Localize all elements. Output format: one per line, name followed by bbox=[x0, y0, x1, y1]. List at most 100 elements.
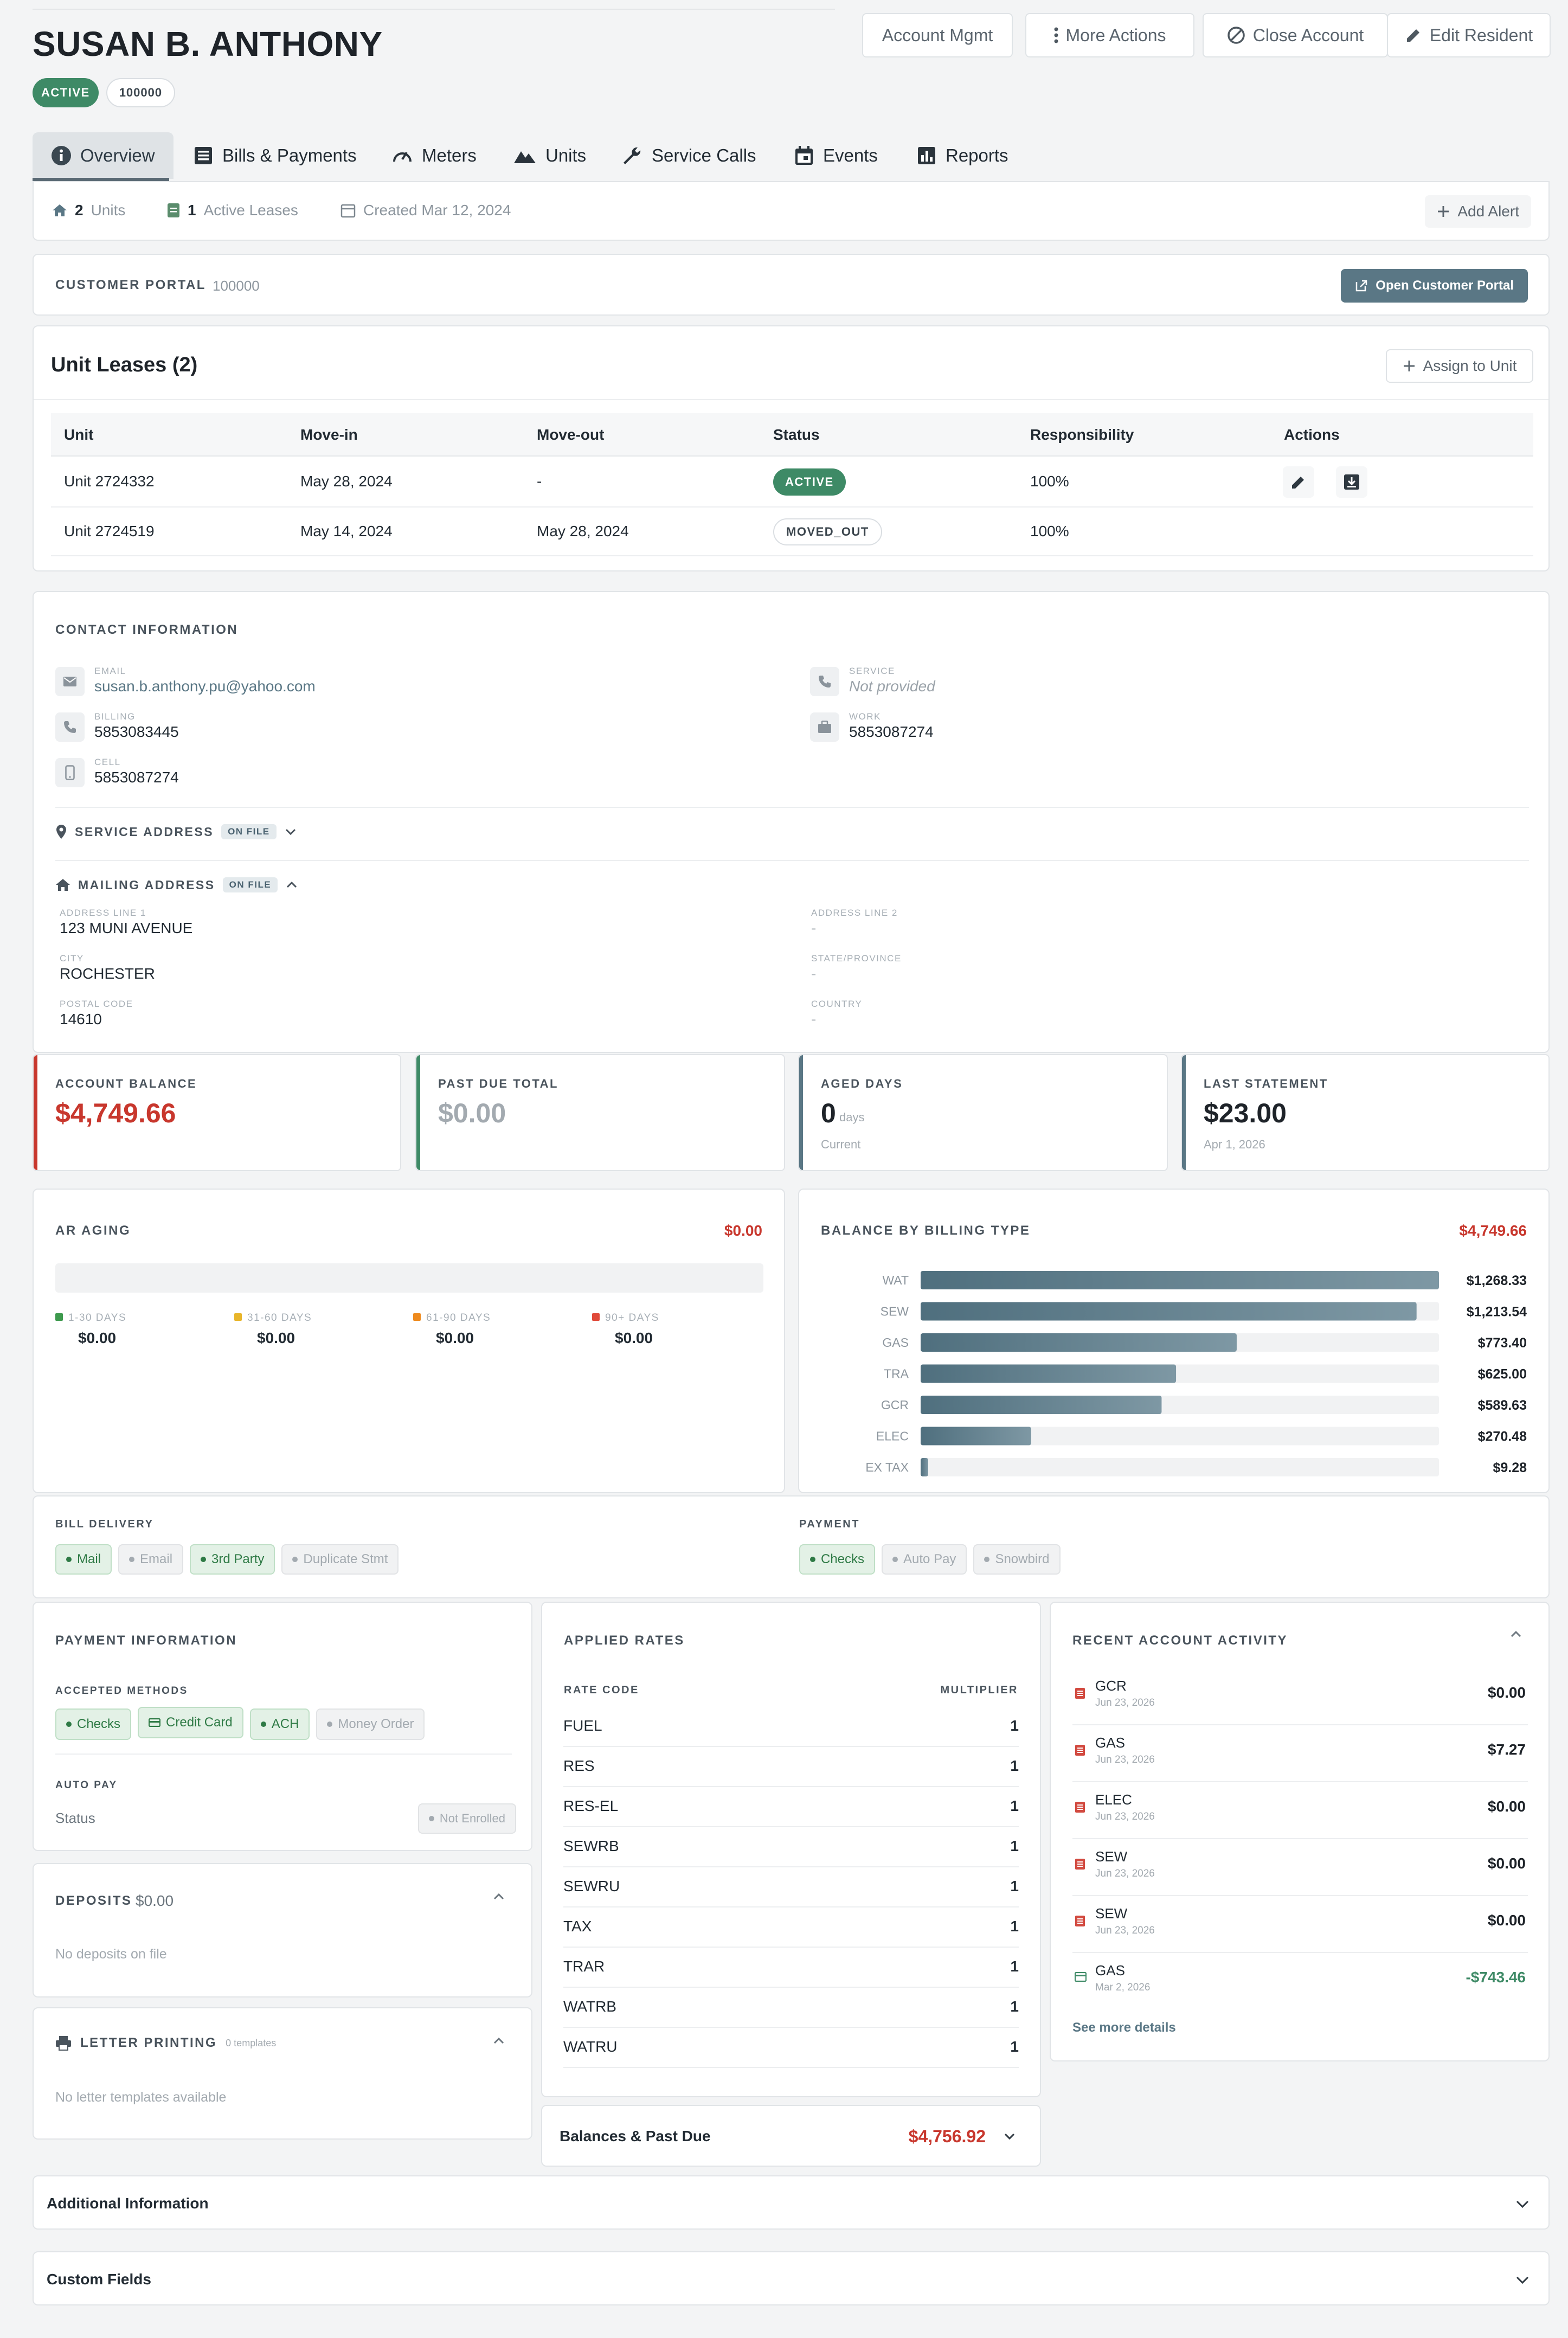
col-move-in: Move-in bbox=[300, 426, 358, 443]
letter-printing-header: LETTER PRINTING 0 templates bbox=[55, 2035, 276, 2051]
method-credit-card: Credit Card bbox=[138, 1707, 243, 1738]
activity-date: Mar 2, 2026 bbox=[1095, 1982, 1151, 1993]
letters-collapse-button[interactable] bbox=[492, 2037, 505, 2045]
open-customer-portal-button[interactable]: Open Customer Portal bbox=[1341, 269, 1528, 303]
applied-rates-card: APPLIED RATES RATE CODE MULTIPLIER bbox=[541, 1602, 1041, 2097]
chip-duplicate-stmt[interactable]: Duplicate Stmt bbox=[281, 1544, 399, 1575]
address-line1-label: ADDRESS LINE 1 bbox=[60, 908, 146, 918]
customer-portal-card: CUSTOMER PORTAL 100000 Open Customer Por… bbox=[33, 254, 1550, 316]
chip-mail[interactable]: Mail bbox=[55, 1544, 112, 1575]
service-address-label: SERVICE ADDRESS bbox=[75, 824, 214, 839]
resident-name: SUSAN B. ANTHONY bbox=[33, 24, 383, 63]
tab-bills-payments[interactable]: Bills & Payments bbox=[193, 132, 357, 179]
bar-tra bbox=[921, 1364, 1177, 1383]
auto-pay-status-value: Not Enrolled bbox=[439, 1812, 505, 1825]
edit-lease-button[interactable] bbox=[1283, 466, 1314, 498]
custom-fields-toggle[interactable]: Custom Fields bbox=[33, 2251, 1550, 2305]
leases-label: Active Leases bbox=[203, 202, 298, 219]
chip-label: Money Order bbox=[338, 1717, 414, 1731]
external-link-icon bbox=[1355, 279, 1368, 292]
recent-activity-card: RECENT ACCOUNT ACTIVITY See more details bbox=[1050, 1602, 1550, 2061]
payment-pref-label: PAYMENT bbox=[799, 1518, 860, 1530]
units-summary: 2 Units bbox=[52, 202, 125, 219]
letters-empty-message: No letter templates available bbox=[55, 2090, 227, 2105]
chip-auto-pay[interactable]: Auto Pay bbox=[882, 1544, 967, 1575]
list-item[interactable]: SEW Jun 23, 2026 $0.00 bbox=[1072, 1839, 1528, 1896]
bill-icon bbox=[1075, 1744, 1085, 1756]
chip-checks[interactable]: Checks bbox=[799, 1544, 876, 1575]
list-item[interactable]: GAS Mar 2, 2026 -$743.46 bbox=[1072, 1952, 1528, 2009]
rate-code: RES-EL bbox=[563, 1797, 619, 1814]
col-responsibility: Responsibility bbox=[1030, 426, 1134, 443]
list-item[interactable]: GCR Jun 23, 2026 $0.00 bbox=[1072, 1668, 1528, 1725]
move-out-lease-button[interactable] bbox=[1336, 466, 1367, 498]
table-row: SEWRB 1 bbox=[563, 1826, 1019, 1867]
tab-service-calls[interactable]: Service Calls bbox=[620, 132, 756, 179]
additional-info-toggle[interactable]: Additional Information bbox=[33, 2175, 1550, 2230]
deposits-collapse-button[interactable] bbox=[492, 1892, 505, 1901]
address-line2-value: - bbox=[811, 920, 817, 936]
bar-track bbox=[921, 1458, 1439, 1476]
leases-divider bbox=[34, 399, 1548, 400]
service-address-badge: ON FILE bbox=[221, 824, 277, 839]
rate-code: WATRB bbox=[563, 1998, 616, 2015]
chevron-down-icon bbox=[1003, 2132, 1016, 2141]
email-value[interactable]: susan.b.anthony.pu@yahoo.com bbox=[94, 678, 316, 695]
tab-meters[interactable]: Meters bbox=[391, 132, 477, 179]
rate-code-header: RATE CODE bbox=[564, 1684, 639, 1696]
tab-overview[interactable]: Overview bbox=[33, 132, 173, 179]
auto-pay-label: AUTO PAY bbox=[55, 1780, 118, 1791]
edit-resident-button[interactable]: Edit Resident bbox=[1387, 13, 1551, 57]
more-actions-label: More Actions bbox=[1065, 25, 1166, 45]
tab-units[interactable]: Units bbox=[513, 132, 586, 179]
leases-summary: 1 Active Leases bbox=[167, 202, 298, 219]
move-out-icon bbox=[1343, 473, 1360, 491]
location-pin-icon bbox=[55, 824, 67, 839]
applied-rates-title: APPLIED RATES bbox=[564, 1633, 685, 1648]
chip-label: Checks bbox=[821, 1552, 865, 1566]
list-item[interactable]: GAS Jun 23, 2026 $7.27 bbox=[1072, 1725, 1528, 1782]
chart-title: BALANCE BY BILLING TYPE bbox=[821, 1223, 1031, 1238]
postal-code-value: 14610 bbox=[60, 1011, 102, 1027]
activity-date: Jun 23, 2026 bbox=[1095, 1754, 1155, 1765]
ar-bucket-90-plus: 90+ DAYS $0.00 bbox=[592, 1312, 659, 1347]
account-mgmt-button[interactable]: Account Mgmt bbox=[862, 13, 1013, 57]
lease-move-out: May 28, 2024 bbox=[537, 523, 629, 539]
printer-icon bbox=[55, 2035, 72, 2051]
lease-move-out: - bbox=[537, 473, 542, 490]
chip-snowbird[interactable]: Snowbird bbox=[973, 1544, 1061, 1575]
chip-label: Email bbox=[140, 1552, 173, 1566]
list-item[interactable]: ELEC Jun 23, 2026 $0.00 bbox=[1072, 1782, 1528, 1839]
tab-reports[interactable]: Reports bbox=[916, 132, 1008, 179]
list-item[interactable]: SEW Jun 23, 2026 $0.00 bbox=[1072, 1896, 1528, 1953]
table-row[interactable]: Unit 2724519 May 14, 2024 May 28, 2024 M… bbox=[51, 508, 1533, 556]
activity-collapse-button[interactable] bbox=[1509, 1630, 1522, 1639]
assign-to-unit-button[interactable]: Assign to Unit bbox=[1386, 349, 1533, 383]
summary-bar: 2 Units 1 Active Leases Created Mar 12, … bbox=[33, 181, 1550, 241]
balances-past-due-toggle[interactable]: Balances & Past Due $4,756.92 bbox=[541, 2105, 1041, 2167]
table-row[interactable]: Unit 2724332 May 28, 2024 - ACTIVE 100% bbox=[51, 457, 1533, 508]
tab-events[interactable]: Events bbox=[794, 132, 878, 179]
tab-overview-label: Overview bbox=[80, 145, 155, 165]
activity-date: Jun 23, 2026 bbox=[1095, 1811, 1155, 1822]
aged-days-value: 0 bbox=[821, 1098, 836, 1128]
chip-email[interactable]: Email bbox=[118, 1544, 184, 1575]
mailing-address-toggle[interactable]: MAILING ADDRESS ON FILE bbox=[55, 877, 298, 892]
letter-templates-count: 0 templates bbox=[226, 2037, 277, 2048]
last-statement-value: $23.00 bbox=[1204, 1098, 1287, 1128]
chevron-down-icon bbox=[1515, 2199, 1530, 2209]
see-more-details-link[interactable]: See more details bbox=[1072, 2020, 1176, 2035]
deposits-amount: $0.00 bbox=[136, 1892, 174, 1909]
account-number-badge: 100000 bbox=[106, 78, 176, 107]
activity-name: GCR bbox=[1095, 1678, 1127, 1694]
rate-multiplier: 1 bbox=[1010, 1878, 1019, 1894]
service-address-toggle[interactable]: SERVICE ADDRESS ON FILE bbox=[55, 824, 297, 839]
more-actions-button[interactable]: More Actions bbox=[1025, 13, 1194, 57]
work-phone-value: 5853087274 bbox=[849, 723, 934, 740]
bucket-value: $0.00 bbox=[436, 1329, 474, 1346]
close-account-button[interactable]: Close Account bbox=[1203, 13, 1388, 57]
add-alert-button[interactable]: Add Alert bbox=[1425, 195, 1531, 228]
past-due-card: PAST DUE TOTAL $0.00 bbox=[415, 1054, 785, 1171]
chip-3rd-party[interactable]: 3rd Party bbox=[190, 1544, 275, 1575]
activity-amount: -$743.46 bbox=[1466, 1969, 1526, 1986]
